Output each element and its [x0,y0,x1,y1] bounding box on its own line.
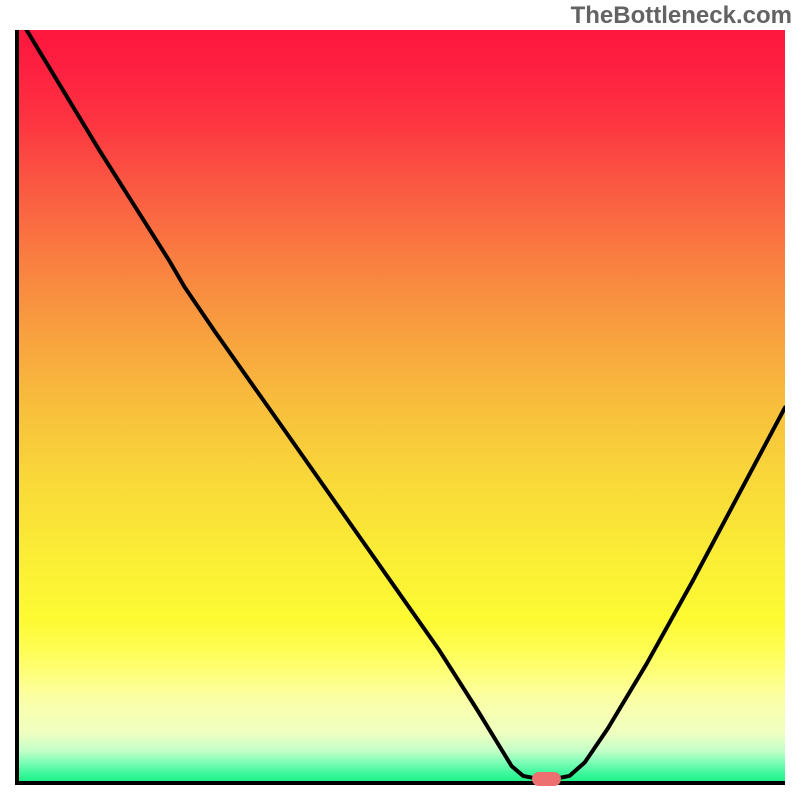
watermark-text: TheBottleneck.com [571,2,792,30]
chart-container: TheBottleneck.com [0,0,800,800]
bottleneck-curve [15,30,785,785]
optimal-point-marker [532,772,561,786]
plot-area [15,30,785,785]
